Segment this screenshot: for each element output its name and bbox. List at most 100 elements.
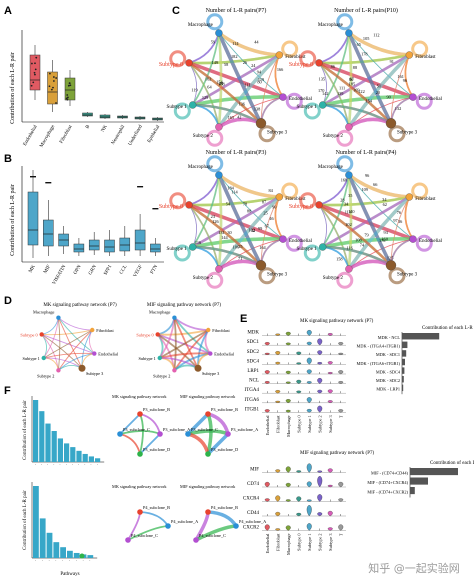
violin-shape xyxy=(317,378,323,384)
panel-f-ylabel-top: Contribution of each L-R pair xyxy=(23,400,28,460)
network-node xyxy=(215,171,223,179)
network-node-label: Fibroblast xyxy=(415,197,436,202)
pathway-tick: · xyxy=(47,559,52,563)
violin-cell-label: Fibroblast xyxy=(275,415,280,433)
panel-a-point xyxy=(34,62,36,65)
network-edge xyxy=(347,174,393,267)
signaling-node-label: Subtype 1 xyxy=(138,356,155,361)
violin-shape xyxy=(275,400,281,403)
network-edge-count: 106 xyxy=(233,245,240,250)
panel-e-mif-title: MIF signaling pathway network (P7) xyxy=(300,451,374,456)
signaling-node xyxy=(172,368,177,373)
pathway-bar xyxy=(45,423,51,462)
pathway-tick: · xyxy=(82,463,87,467)
network-node-label: Subtype 1 xyxy=(297,105,318,110)
network-edge-count: 88 xyxy=(353,65,357,70)
network-self-loop xyxy=(388,125,406,143)
violin-cell-label: Subtype 0 xyxy=(296,534,301,551)
signaling-node-label: Subtype 1 xyxy=(22,356,39,361)
violin-shape xyxy=(264,352,270,355)
subclone-network: MK signaling pathway network P4_subclone_… xyxy=(112,484,199,543)
mk-gene-label: SDC4 xyxy=(247,359,260,364)
network-self-loop xyxy=(206,155,224,173)
network-self-loop xyxy=(336,155,354,173)
panel-a-xtick: Neutrophil xyxy=(111,124,126,146)
pathway-tick: · xyxy=(64,463,69,467)
pathway-bar xyxy=(57,438,63,462)
network-edge-count: 80 xyxy=(257,80,261,85)
subclone-label: P3_subclone_C xyxy=(191,427,218,432)
violin-cell-label: Macrophage xyxy=(286,415,291,437)
violin-shape xyxy=(306,330,312,336)
network-node xyxy=(189,243,197,251)
network-self-loop xyxy=(285,92,303,110)
panel-a-point xyxy=(65,97,68,100)
network-edge xyxy=(188,195,280,207)
network-edge-count: 62 xyxy=(383,202,387,207)
contribution-bar xyxy=(410,477,428,485)
panel-a-xtick: Endothelial xyxy=(23,124,39,147)
network-edge-count: 138 xyxy=(254,107,260,112)
contribution-pair-label: MIF - (CD74+CD44) xyxy=(371,471,409,476)
violin-shape xyxy=(306,381,312,384)
violin-shape xyxy=(327,333,333,336)
subclone-edge xyxy=(207,510,238,527)
signaling-edge xyxy=(173,317,177,371)
network-self-loop xyxy=(169,192,187,210)
panel-f-label: F xyxy=(4,385,11,397)
violin-shape xyxy=(327,468,333,473)
signaling-node-label: Macrophage xyxy=(149,310,171,315)
panel-a-point xyxy=(55,77,58,79)
signaling-node xyxy=(39,332,44,337)
panel-b-xlabels: MK MIF VISFATIN OPN GRN SPP1 CCL VEGF PTN xyxy=(28,264,159,286)
pathway-tick: · xyxy=(81,559,86,563)
pathway-dot xyxy=(79,553,85,559)
network-edge xyxy=(191,32,220,106)
mk-gene-label: ITGB1 xyxy=(245,407,260,412)
network-node xyxy=(255,260,267,271)
subclone-node xyxy=(137,451,143,457)
subclone-label: P3_subclone_B xyxy=(211,407,238,412)
network-self-loop xyxy=(388,267,406,285)
network-edge-count: 96 xyxy=(365,173,370,178)
panel-a-xtick: Underfined xyxy=(128,124,144,147)
panel-b-box xyxy=(88,239,100,251)
network-node-label: Subtype 3 xyxy=(397,272,418,277)
network-edge-count: 65 xyxy=(357,42,361,47)
subclone-node xyxy=(137,411,143,417)
network-edge xyxy=(347,173,410,199)
panel-b-box xyxy=(27,191,39,246)
violin-shape xyxy=(275,351,281,355)
panel-b-boxplots xyxy=(27,170,161,258)
panel-b-box xyxy=(43,219,54,247)
panel-d-label: D xyxy=(4,295,12,307)
pathway-bar xyxy=(82,453,88,462)
network-edge-count: 71 xyxy=(238,256,242,261)
network-edge-count: 164 xyxy=(259,245,266,250)
network-self-loop xyxy=(173,102,191,120)
network-edge-count: 119 xyxy=(258,77,264,82)
contribution-bar xyxy=(410,487,415,495)
violin-shape xyxy=(306,397,312,403)
contribution-title: Contribution of each L-R pair xyxy=(422,326,474,331)
pathway-tick: · xyxy=(33,559,38,563)
network-node-label: Subtype 1 xyxy=(297,247,318,252)
signaling-node xyxy=(194,364,202,372)
network-edge xyxy=(318,61,392,125)
network-node-label: Fibroblast xyxy=(415,55,436,60)
network-edge-count: 25 xyxy=(238,244,242,249)
network-edge xyxy=(192,195,280,249)
network-edge xyxy=(348,174,414,240)
network-edge-count: 122 xyxy=(358,89,364,94)
subclone-network: MIF signaling pathway network P4_subclone… xyxy=(180,484,267,543)
subclone-node xyxy=(205,451,211,457)
network-edge xyxy=(318,62,350,128)
panel-c: C Number of L-R pairs(P7) 149 58 28 129 94 162… xyxy=(159,5,443,289)
panel-b-outlier xyxy=(137,186,144,188)
pathway-tick: · xyxy=(40,559,45,563)
network-self-loop xyxy=(299,50,317,68)
pathway-bar xyxy=(67,550,73,558)
network-edge-count: 88 xyxy=(247,209,251,214)
network-edge-count: 42 xyxy=(251,228,255,233)
